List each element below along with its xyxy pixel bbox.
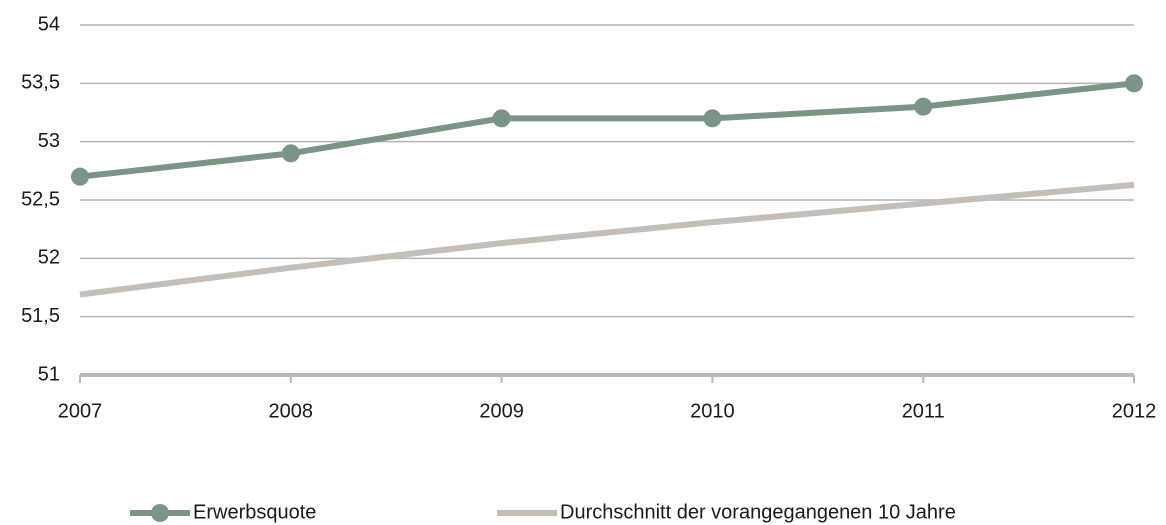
point — [1125, 74, 1143, 93]
x-tick-label: 2010 — [690, 400, 735, 422]
y-tick-label: 53 — [38, 130, 60, 152]
legend-marker — [151, 504, 169, 522]
x-tick-label: 2012 — [1112, 400, 1157, 422]
x-tick-label: 2007 — [58, 400, 103, 422]
x-tick-label: 2008 — [269, 400, 314, 422]
point — [914, 97, 933, 116]
y-tick-label: 51,5 — [21, 305, 60, 327]
series-line — [79, 181, 1135, 298]
y-tick-label: 52 — [38, 247, 60, 269]
y-tick-label: 51 — [38, 363, 60, 385]
y-tick-label: 52,5 — [21, 188, 60, 210]
y-tick-label: 53,5 — [21, 72, 60, 94]
legend-label: Durchschnitt der vorangegangenen 10 Jahr… — [560, 501, 956, 523]
point — [703, 109, 722, 128]
x-tick-label: 2009 — [479, 400, 524, 422]
x-tick-label: 2011 — [902, 400, 945, 422]
legend-label: Erwerbsquote — [193, 501, 316, 523]
point — [492, 109, 511, 128]
point — [281, 144, 300, 163]
y-tick-label: 54 — [38, 13, 60, 35]
point — [71, 167, 89, 186]
series-line — [79, 80, 1135, 180]
